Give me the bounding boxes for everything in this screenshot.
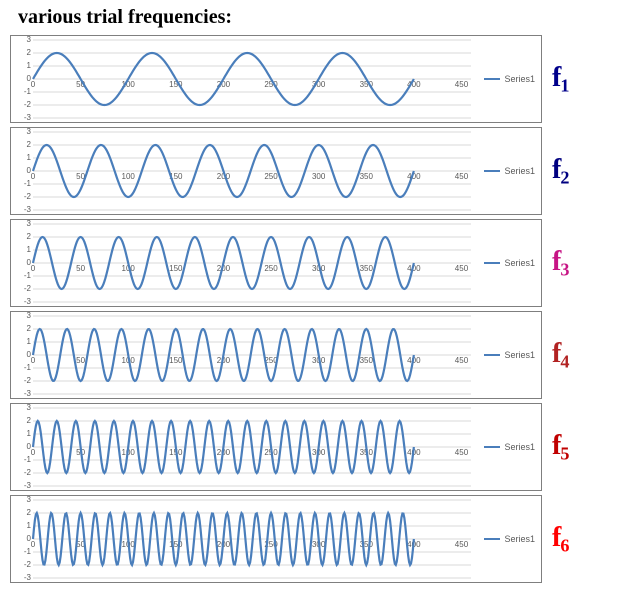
y-tick-label: 3: [13, 220, 31, 228]
legend: Series1: [484, 74, 535, 84]
legend-swatch: [484, 354, 500, 356]
legend-swatch: [484, 170, 500, 172]
legend-label: Series1: [504, 74, 535, 84]
y-tick-label: 3: [13, 496, 31, 504]
y-tick-label: 2: [13, 141, 31, 149]
y-tick-label: -2: [13, 101, 31, 109]
frequency-label-f4: f4: [552, 338, 615, 372]
y-tick-label: -3: [13, 206, 31, 214]
frequency-label-f1: f1: [552, 62, 615, 96]
y-tick-label: -1: [13, 88, 31, 96]
y-tick-label: 1: [13, 62, 31, 70]
plot-area: [33, 224, 471, 302]
legend-label: Series1: [504, 442, 535, 452]
frequency-label-f6: f6: [552, 522, 615, 556]
y-tick-label: 2: [13, 49, 31, 57]
page: various trial frequencies: -3-2-10123050…: [0, 0, 625, 600]
legend-label: Series1: [504, 258, 535, 268]
plot-area: [33, 40, 471, 118]
chart-stack: -3-2-10123050100150200250300350400450Ser…: [10, 35, 615, 583]
y-tick-label: -1: [13, 548, 31, 556]
y-tick-label: 2: [13, 325, 31, 333]
y-tick-label: 2: [13, 417, 31, 425]
plot-area: [33, 408, 471, 486]
y-tick-label: 3: [13, 312, 31, 320]
frequency-label-f3: f3: [552, 246, 615, 280]
y-tick-label: 1: [13, 154, 31, 162]
y-tick-label: 1: [13, 522, 31, 530]
page-title: various trial frequencies:: [18, 6, 615, 29]
series-line: [33, 237, 414, 289]
chart-row-f5: -3-2-10123050100150200250300350400450Ser…: [10, 403, 615, 491]
frequency-label-f5: f5: [552, 430, 615, 464]
y-tick-label: -2: [13, 561, 31, 569]
chart-row-f2: -3-2-10123050100150200250300350400450Ser…: [10, 127, 615, 215]
chart-panel-f4: -3-2-10123050100150200250300350400450Ser…: [10, 311, 542, 399]
y-tick-label: -1: [13, 272, 31, 280]
plot-area: [33, 316, 471, 394]
legend: Series1: [484, 166, 535, 176]
legend: Series1: [484, 350, 535, 360]
chart-row-f4: -3-2-10123050100150200250300350400450Ser…: [10, 311, 615, 399]
legend-swatch: [484, 446, 500, 448]
chart-row-f1: -3-2-10123050100150200250300350400450Ser…: [10, 35, 615, 123]
y-tick-label: -1: [13, 456, 31, 464]
chart-panel-f3: -3-2-10123050100150200250300350400450Ser…: [10, 219, 542, 307]
frequency-label-f2: f2: [552, 154, 615, 188]
y-tick-label: -2: [13, 377, 31, 385]
y-tick-label: -3: [13, 298, 31, 306]
chart-panel-f6: -3-2-10123050100150200250300350400450Ser…: [10, 495, 542, 583]
y-tick-label: 3: [13, 404, 31, 412]
y-tick-label: -3: [13, 482, 31, 490]
y-tick-label: -1: [13, 180, 31, 188]
y-tick-label: 3: [13, 36, 31, 44]
plot-area: [33, 132, 471, 210]
chart-panel-f5: -3-2-10123050100150200250300350400450Ser…: [10, 403, 542, 491]
y-tick-label: 1: [13, 338, 31, 346]
y-tick-label: 0: [13, 75, 31, 83]
chart-row-f3: -3-2-10123050100150200250300350400450Ser…: [10, 219, 615, 307]
legend-swatch: [484, 78, 500, 80]
series-line: [33, 421, 414, 473]
chart-row-f6: -3-2-10123050100150200250300350400450Ser…: [10, 495, 615, 583]
y-tick-label: -1: [13, 364, 31, 372]
y-tick-label: 2: [13, 509, 31, 517]
y-tick-label: 0: [13, 351, 31, 359]
chart-panel-f2: -3-2-10123050100150200250300350400450Ser…: [10, 127, 542, 215]
legend: Series1: [484, 442, 535, 452]
legend-label: Series1: [504, 350, 535, 360]
legend-label: Series1: [504, 534, 535, 544]
y-tick-label: 0: [13, 535, 31, 543]
y-tick-label: 3: [13, 128, 31, 136]
y-tick-label: 1: [13, 246, 31, 254]
y-tick-label: -2: [13, 285, 31, 293]
y-tick-label: 0: [13, 443, 31, 451]
y-tick-label: -3: [13, 114, 31, 122]
y-tick-label: 2: [13, 233, 31, 241]
y-tick-label: 1: [13, 430, 31, 438]
legend: Series1: [484, 534, 535, 544]
plot-area: [33, 500, 471, 578]
y-tick-label: -3: [13, 390, 31, 398]
legend-swatch: [484, 538, 500, 540]
y-tick-label: 0: [13, 259, 31, 267]
chart-panel-f1: -3-2-10123050100150200250300350400450Ser…: [10, 35, 542, 123]
y-tick-label: -3: [13, 574, 31, 582]
legend-swatch: [484, 262, 500, 264]
y-tick-label: 0: [13, 167, 31, 175]
y-tick-label: -2: [13, 469, 31, 477]
legend: Series1: [484, 258, 535, 268]
legend-label: Series1: [504, 166, 535, 176]
y-tick-label: -2: [13, 193, 31, 201]
